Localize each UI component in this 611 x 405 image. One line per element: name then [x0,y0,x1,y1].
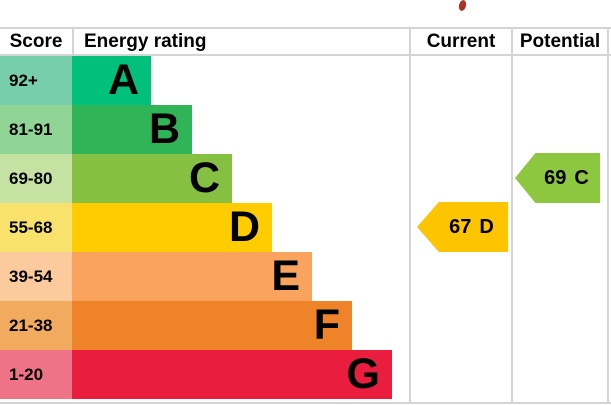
band-row-f: 21-38 F [0,301,410,350]
band-row-e: 39-54 E [0,252,410,301]
table-bottom-border [0,402,611,404]
band-bar-c: C [72,154,232,203]
band-letter: F [313,301,340,349]
table-top-border [0,27,611,29]
potential-band: C [574,166,589,189]
current-column-divider [409,29,411,402]
band-letter: D [228,203,260,251]
band-row-d: 55-68 D [0,203,410,252]
band-rows: 92+ A 81-91 B 69-80 C 55-68 D 39-54 [0,56,410,399]
band-score-range: 55-68 [0,203,72,252]
band-letter: E [271,252,300,300]
band-score-range: 81-91 [0,105,72,154]
header-score: Score [9,31,63,52]
band-bar-g: G [72,350,392,399]
band-letter: A [107,56,139,104]
potential-column-divider [511,29,513,402]
band-letter: C [188,154,220,202]
current-rating-arrow: 67 D [417,202,508,252]
band-bar-b: B [72,105,192,154]
red-dot-marker [457,0,468,12]
band-score-range: 21-38 [0,301,72,350]
potential-score: 69 [544,166,567,189]
band-bar-a: A [72,56,151,105]
score-column-divider [72,29,74,54]
band-bar-d: D [72,203,272,252]
band-score-range: 69-80 [0,154,72,203]
band-score-range: 1-20 [0,350,72,399]
header-current: Current [426,31,496,52]
band-row-g: 1-20 G [0,350,410,399]
band-letter: G [346,350,380,398]
band-score-range: 92+ [0,56,72,105]
band-row-b: 81-91 B [0,105,410,154]
band-score-range: 39-54 [0,252,72,301]
header-energy-rating: Energy rating [84,31,207,52]
band-row-a: 92+ A [0,56,410,105]
band-bar-f: F [72,301,352,350]
current-score: 67 [449,215,472,238]
current-band: D [479,215,494,238]
band-bar-e: E [72,252,312,301]
header-potential: Potential [519,31,601,52]
header-bottom-border [0,54,611,56]
band-letter: B [148,105,180,153]
band-row-c: 69-80 C [0,154,410,203]
table-right-border [607,29,609,402]
potential-rating-arrow: 69 C [515,153,600,203]
